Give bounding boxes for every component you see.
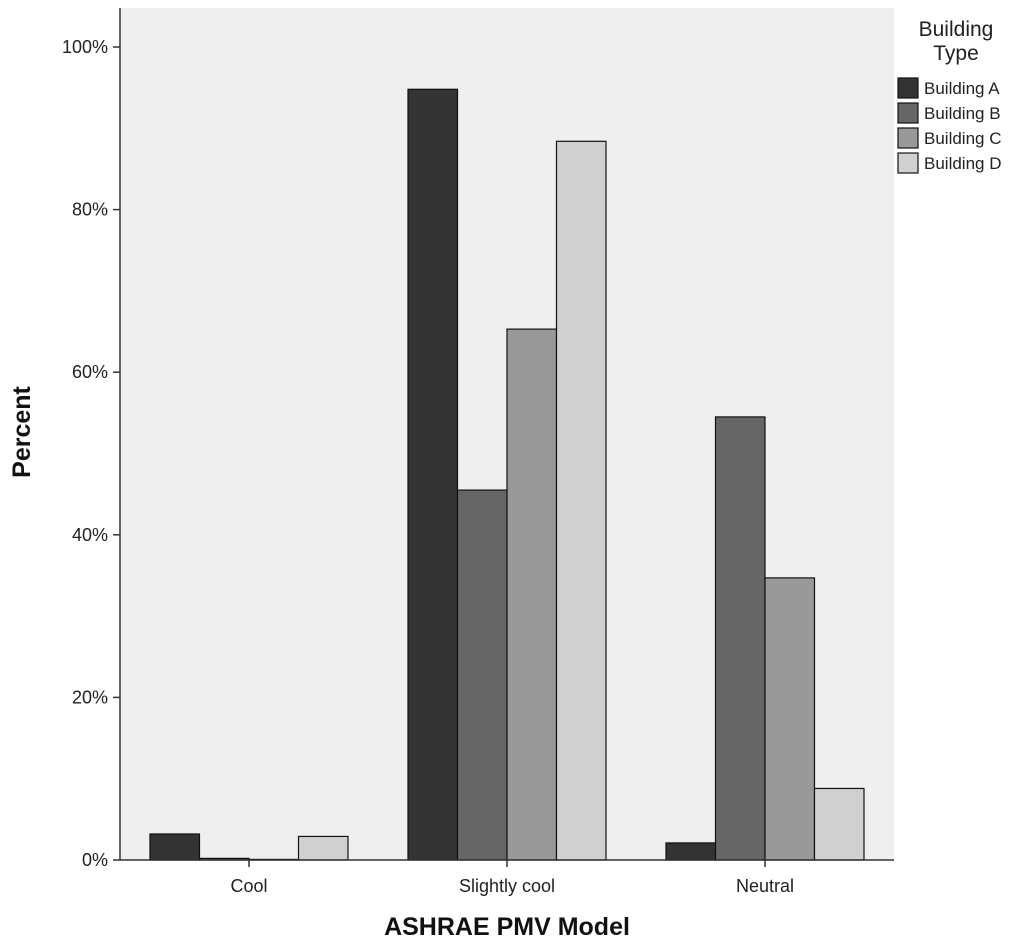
legend-label: Building B (924, 104, 1001, 123)
x-tick-label: Slightly cool (459, 876, 555, 896)
y-tick-label: 0% (82, 850, 108, 870)
bar-building-b-slightly-cool (456, 489, 508, 861)
legend-swatch (897, 77, 919, 99)
legend-swatch (897, 152, 919, 174)
y-tick-label: 20% (72, 687, 108, 707)
y-tick-label: 40% (72, 525, 108, 545)
bars-layer (149, 88, 865, 861)
legend-label: Building C (924, 129, 1002, 148)
y-tick-label: 60% (72, 362, 108, 382)
x-tick-label: Cool (230, 876, 267, 896)
legend-swatch (897, 127, 919, 149)
y-axis: 0% 20% 40% 60% 80% 100% (62, 8, 121, 870)
bar-building-a-cool (149, 833, 201, 861)
x-axis-title: ASHRAE PMV Model (384, 913, 630, 941)
bar-building-b-neutral (714, 416, 766, 861)
y-tick-label: 80% (72, 200, 108, 220)
bar-building-a-neutral (665, 842, 717, 861)
legend-swatch (897, 102, 919, 124)
bar-building-d-cool (297, 835, 349, 861)
legend-title: Building (919, 18, 994, 41)
legend-title: Type (933, 42, 979, 65)
bar-building-d-neutral (813, 787, 865, 861)
bar-building-c-neutral (764, 577, 816, 861)
x-tick-label: Neutral (736, 876, 794, 896)
x-axis: Cool Slightly cool Neutral (120, 859, 894, 896)
bar-building-a-slightly-cool (407, 88, 459, 861)
legend-label: Building D (924, 154, 1002, 173)
bar-building-d-slightly-cool (555, 140, 607, 861)
bar-building-c-slightly-cool (506, 328, 558, 861)
legend-label: Building A (924, 79, 1000, 98)
y-axis-title: Percent (8, 385, 36, 477)
y-tick-label: 100% (62, 37, 108, 57)
